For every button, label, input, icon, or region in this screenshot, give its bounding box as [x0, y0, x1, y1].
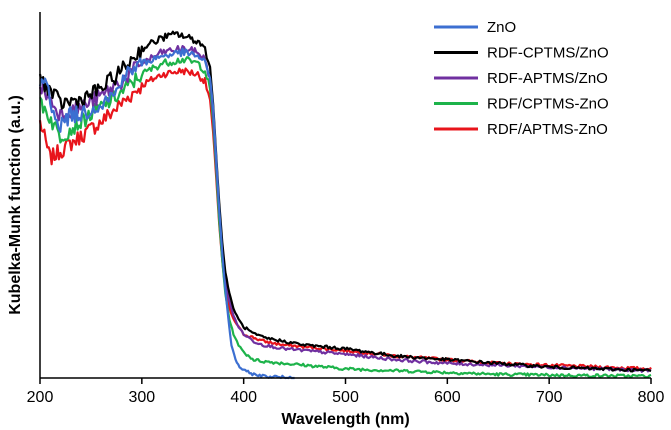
legend-label: RDF-CPTMS/ZnO — [487, 45, 609, 62]
legend-label: ZnO — [487, 19, 516, 36]
x-tick-label: 800 — [638, 389, 665, 406]
x-axis-title: Wavelength (nm) — [281, 411, 409, 428]
legend-item: RDF-CPTMS/ZnO — [434, 45, 609, 62]
x-tick-label: 300 — [128, 389, 155, 406]
series-line-rdf-cptms-zno — [38, 30, 652, 373]
legend-label: RDF-APTMS/ZnO — [487, 70, 608, 87]
x-tick-label: 600 — [434, 389, 461, 406]
series-layer — [38, 30, 652, 380]
x-tick-label: 400 — [230, 389, 257, 406]
x-ticks: 200 300 400 500 600 700 800 — [27, 378, 665, 406]
axes: 200 300 400 500 600 700 800 — [27, 12, 665, 406]
series-line-zno — [38, 47, 295, 380]
x-tick-label: 700 — [536, 389, 563, 406]
y-axis-title: Kubelka-Munk function (a.u.) — [7, 95, 24, 315]
legend-label: RDF/CPTMS-ZnO — [487, 96, 609, 113]
legend-item: RDF/APTMS-ZnO — [434, 121, 608, 138]
legend-label: RDF/APTMS-ZnO — [487, 121, 608, 138]
legend-item: RDF/CPTMS-ZnO — [434, 96, 609, 113]
x-tick-label: 500 — [332, 389, 359, 406]
legend-item: ZnO — [434, 19, 516, 36]
series-line-rdf-cptms-zno — [39, 56, 652, 379]
legend: ZnO RDF-CPTMS/ZnO RDF-APTMS/ZnO RDF/CPTMS-Z… — [434, 19, 609, 138]
series-line-rdf-aptms-zno — [38, 67, 652, 371]
legend-item: RDF-APTMS/ZnO — [434, 70, 608, 87]
x-tick-label: 200 — [27, 389, 54, 406]
